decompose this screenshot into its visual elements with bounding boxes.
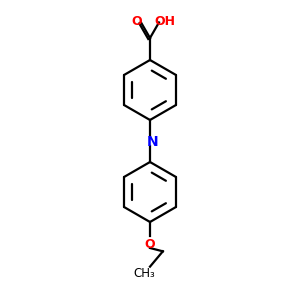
Text: O: O — [145, 238, 155, 250]
Text: O: O — [132, 15, 142, 28]
Text: CH₃: CH₃ — [133, 267, 155, 280]
Text: N: N — [147, 135, 159, 149]
Text: OH: OH — [154, 15, 176, 28]
